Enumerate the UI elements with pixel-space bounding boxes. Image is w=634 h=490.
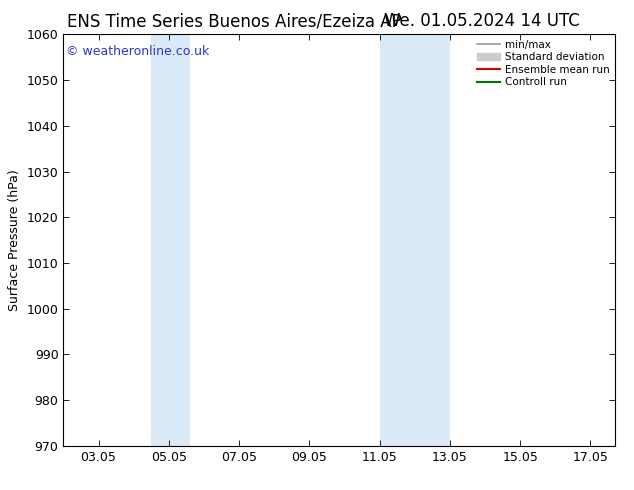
- Bar: [380, 34, 450, 446]
- Text: We. 01.05.2024 14 UTC: We. 01.05.2024 14 UTC: [384, 12, 579, 30]
- Legend: min/max, Standard deviation, Ensemble mean run, Controll run: min/max, Standard deviation, Ensemble me…: [475, 37, 612, 89]
- Y-axis label: Surface Pressure (hPa): Surface Pressure (hPa): [8, 169, 21, 311]
- Text: ENS Time Series Buenos Aires/Ezeiza AP: ENS Time Series Buenos Aires/Ezeiza AP: [67, 12, 402, 30]
- Bar: [152, 34, 190, 446]
- Text: © weatheronline.co.uk: © weatheronline.co.uk: [66, 45, 209, 58]
